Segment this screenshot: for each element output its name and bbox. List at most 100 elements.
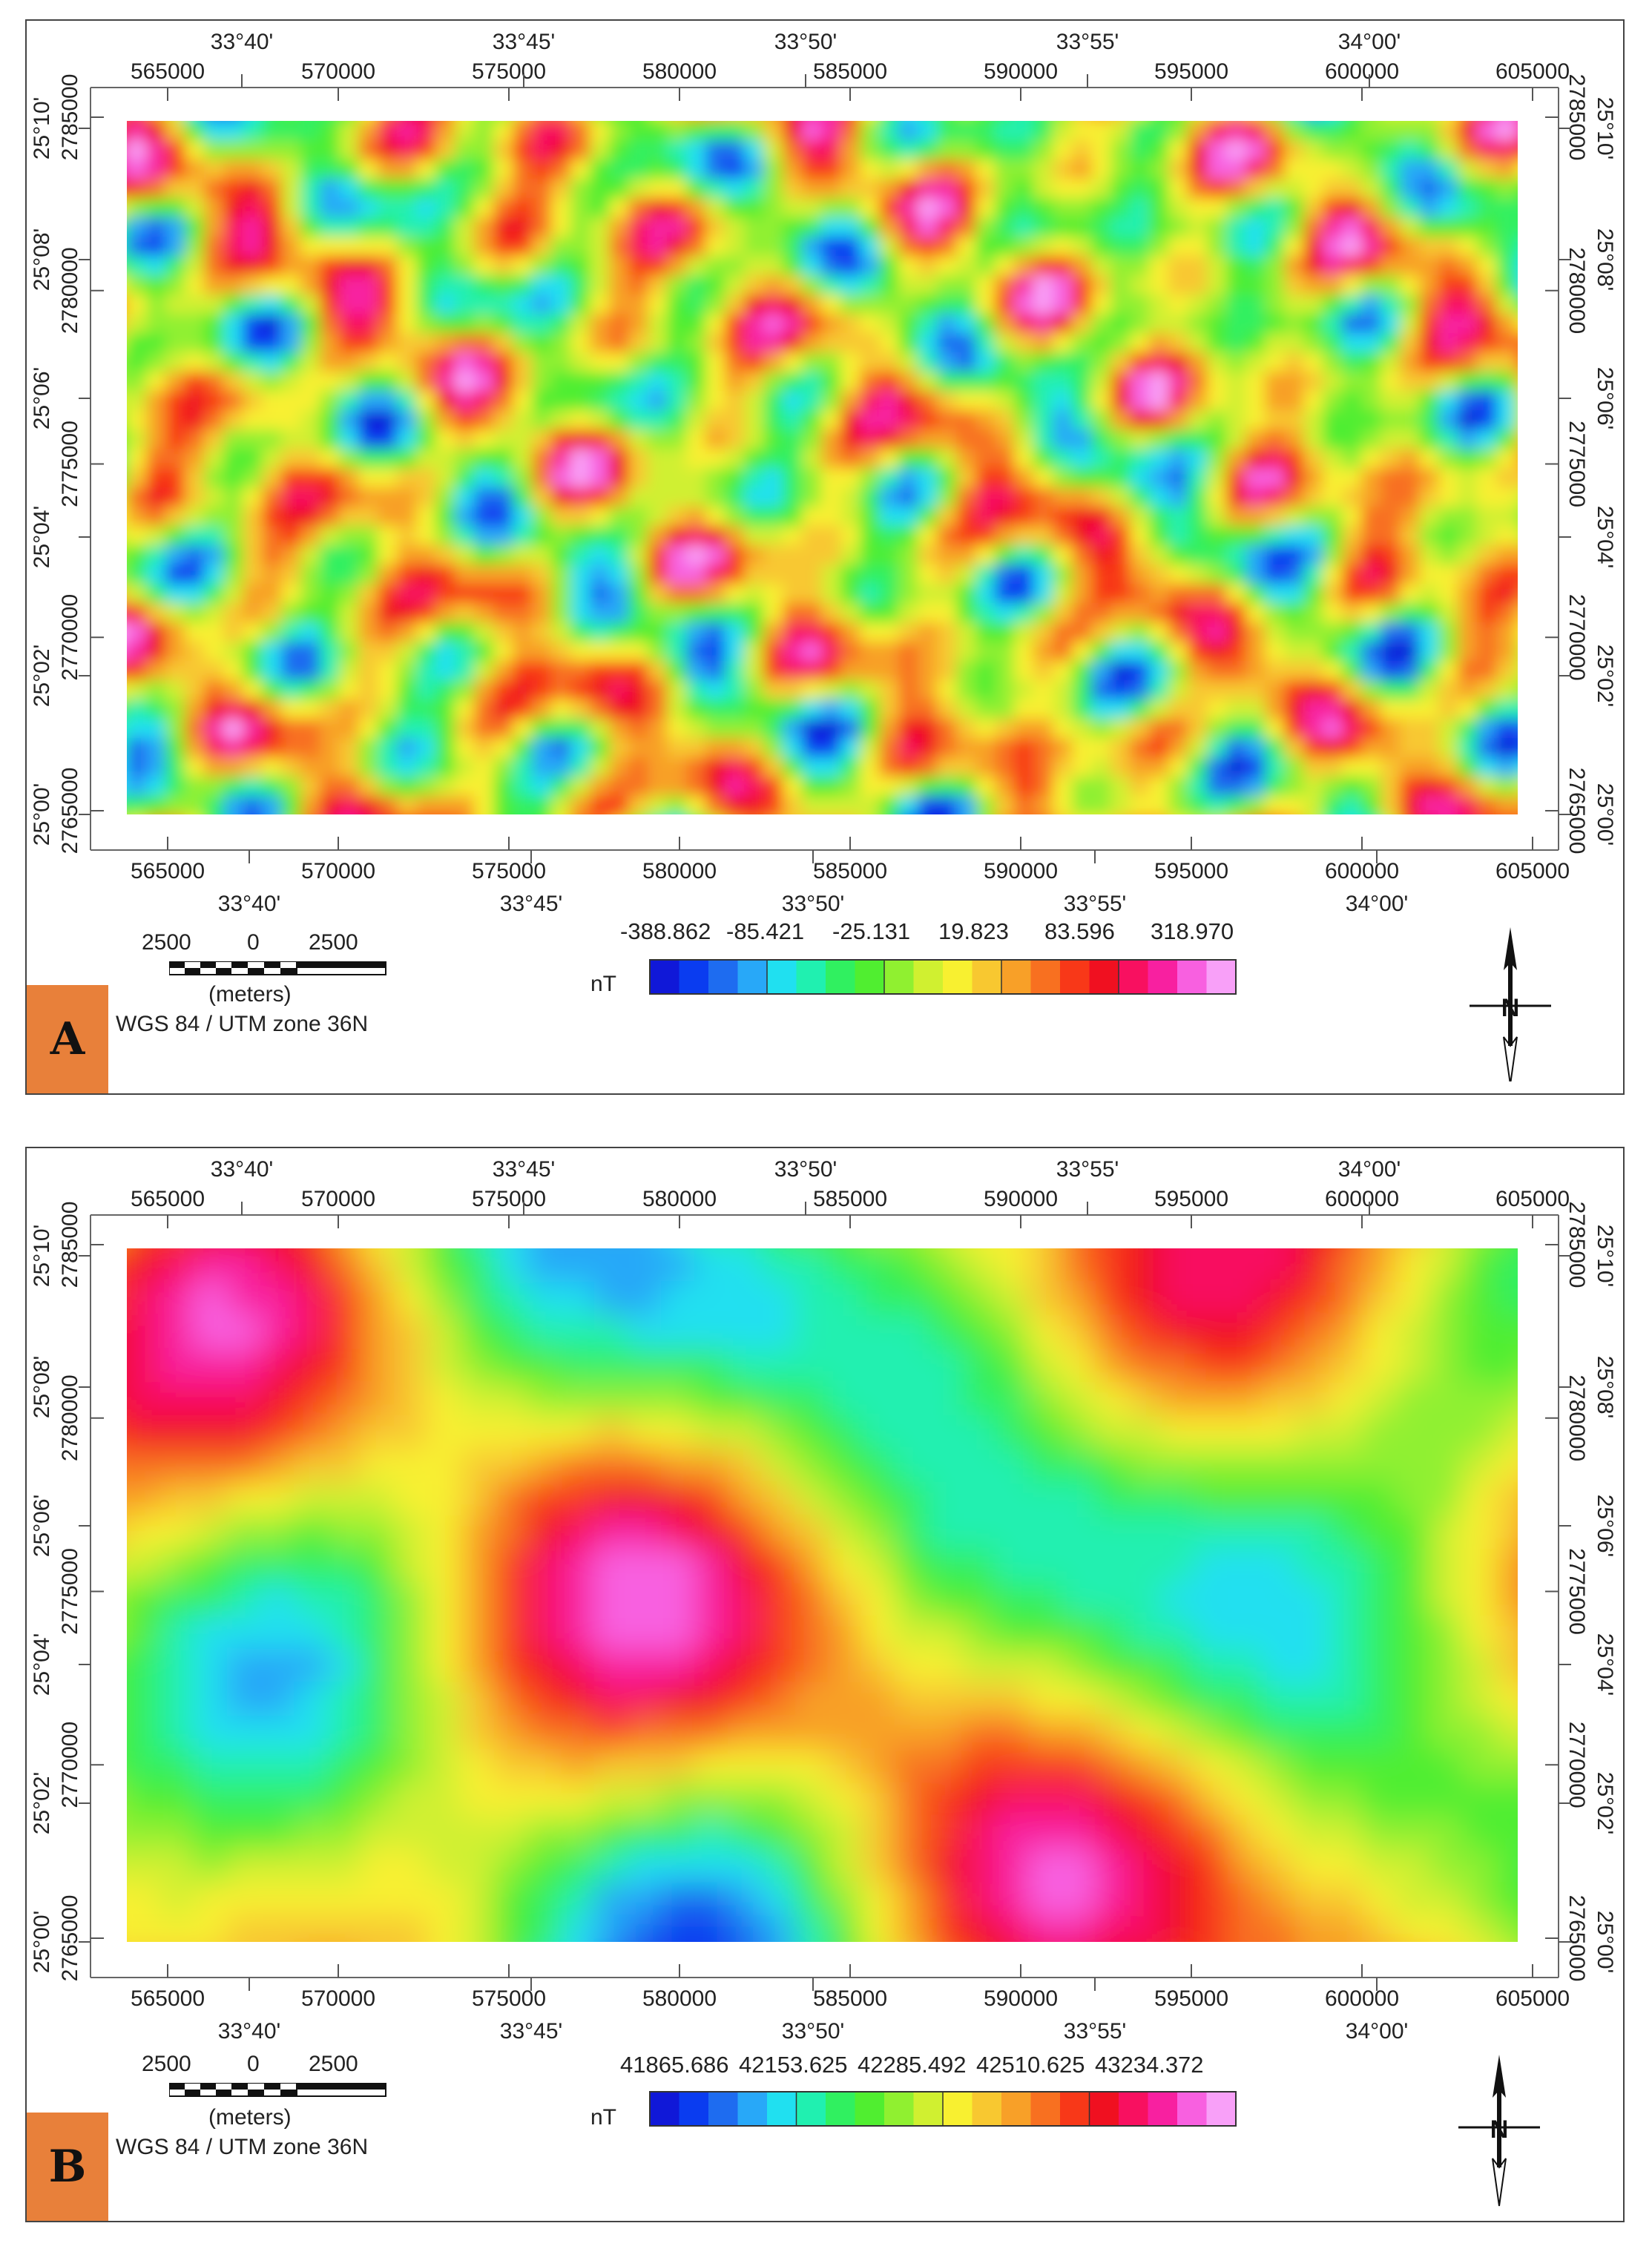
latitude-tick-label: 25°02' bbox=[1593, 645, 1617, 707]
longitude-tick-label: 33°55' bbox=[1064, 892, 1126, 916]
legend-swatch bbox=[913, 960, 944, 994]
northing-tick-label: 2785000 bbox=[1564, 1202, 1589, 1288]
longitude-tick-label: 33°45' bbox=[493, 1157, 555, 1182]
scale-mid-label: 0 bbox=[247, 2052, 260, 2076]
northing-tick-label: 2785000 bbox=[1564, 74, 1589, 161]
easting-tick-label: 600000 bbox=[1325, 1187, 1399, 1211]
legend-swatch bbox=[913, 2092, 944, 2126]
legend-swatch bbox=[796, 960, 826, 994]
latitude-tick-label: 25°06' bbox=[30, 367, 54, 429]
legend-value-label: 19.823 bbox=[938, 918, 1009, 944]
northing-tick-label: 2785000 bbox=[58, 1202, 82, 1288]
easting-tick-label: 575000 bbox=[472, 859, 546, 883]
legend-swatch bbox=[1119, 960, 1148, 994]
easting-tick-label: 600000 bbox=[1325, 59, 1399, 84]
northing-tick-label: 2765000 bbox=[58, 1895, 82, 1982]
latitude-tick-label: 25°08' bbox=[1593, 1356, 1617, 1418]
northing-tick-label: 2775000 bbox=[58, 421, 82, 507]
easting-tick-label: 565000 bbox=[131, 859, 205, 883]
easting-tick-label: 605000 bbox=[1495, 1187, 1570, 1211]
easting-tick-label: 565000 bbox=[131, 1187, 205, 1211]
legend-swatch bbox=[767, 960, 797, 994]
legend-swatch bbox=[679, 960, 709, 994]
scale-unit-label: (meters) bbox=[208, 2105, 292, 2130]
longitude-tick-label: 33°40' bbox=[211, 30, 273, 54]
legend-swatch bbox=[1177, 2092, 1207, 2126]
easting-tick-label: 595000 bbox=[1154, 1986, 1228, 2011]
latitude-tick-label: 25°06' bbox=[1593, 1495, 1617, 1557]
easting-tick-label: 595000 bbox=[1154, 859, 1228, 883]
latitude-tick-label: 25°04' bbox=[1593, 1633, 1617, 1696]
legend-swatch bbox=[1177, 960, 1207, 994]
northing-tick-label: 2775000 bbox=[58, 1548, 82, 1635]
legend-swatch bbox=[708, 2092, 738, 2126]
northing-tick-label: 2770000 bbox=[58, 594, 82, 681]
longitude-tick-label: 33°50' bbox=[782, 2019, 844, 2044]
legend-swatch bbox=[679, 2092, 709, 2126]
legend-swatch bbox=[826, 2092, 855, 2126]
panel-badge: A bbox=[27, 985, 108, 1093]
north-arrow-icon: N bbox=[1470, 927, 1551, 1081]
scale-left-label: 2500 bbox=[142, 2052, 191, 2076]
legend-unit-label: nT bbox=[590, 972, 617, 996]
legend-swatch bbox=[1060, 2092, 1090, 2126]
north-arrow-icon: N bbox=[1458, 2055, 1540, 2207]
longitude-tick-label: 34°00' bbox=[1346, 892, 1408, 916]
longitude-tick-label: 33°55' bbox=[1064, 2019, 1126, 2044]
longitude-tick-label: 33°40' bbox=[218, 892, 280, 916]
latitude-tick-label: 25°04' bbox=[30, 506, 54, 568]
legend-value-label: 318.970 bbox=[1151, 918, 1234, 944]
northing-tick-label: 2770000 bbox=[58, 1722, 82, 1808]
legend-value-label: 42285.492 bbox=[858, 2052, 967, 2078]
easting-tick-label: 590000 bbox=[984, 859, 1058, 883]
latitude-tick-label: 25°00' bbox=[1593, 783, 1617, 846]
northing-tick-label: 2765000 bbox=[1564, 768, 1589, 855]
easting-tick-label: 575000 bbox=[472, 59, 546, 84]
legend-swatch bbox=[1089, 2092, 1119, 2126]
easting-tick-label: 580000 bbox=[642, 859, 717, 883]
northing-tick-label: 2770000 bbox=[1564, 1722, 1589, 1808]
latitude-tick-label: 25°10' bbox=[1593, 1225, 1617, 1287]
latitude-tick-label: 25°04' bbox=[1593, 506, 1617, 568]
map-frame: 565000 570000 575000 580000 585000 590000 5950… bbox=[30, 30, 1617, 995]
longitude-tick-label: 33°45' bbox=[500, 2019, 562, 2044]
legend-value-label: 43234.372 bbox=[1095, 2052, 1204, 2078]
easting-tick-label: 605000 bbox=[1495, 859, 1570, 883]
legend-swatch bbox=[650, 960, 679, 994]
latitude-tick-label: 25°00' bbox=[1593, 1911, 1617, 1973]
scale-unit-label: (meters) bbox=[208, 982, 292, 1007]
latitude-tick-label: 25°04' bbox=[30, 1633, 54, 1696]
projection-label: WGS 84 / UTM zone 36N bbox=[116, 1012, 369, 1036]
latitude-tick-label: 25°00' bbox=[30, 783, 54, 846]
panel-badge: B bbox=[27, 2113, 108, 2221]
legend-swatch bbox=[972, 960, 1002, 994]
easting-tick-label: 605000 bbox=[1495, 59, 1570, 84]
northing-tick-label: 2785000 bbox=[58, 74, 82, 161]
longitude-tick-label: 33°55' bbox=[1056, 30, 1119, 54]
easting-tick-label: 570000 bbox=[301, 1986, 375, 2011]
legend-swatch bbox=[767, 2092, 797, 2126]
longitude-tick-label: 33°40' bbox=[211, 1157, 273, 1182]
legend-swatch bbox=[1148, 960, 1178, 994]
easting-tick-label: 575000 bbox=[472, 1187, 546, 1211]
scale-left-label: 2500 bbox=[142, 930, 191, 955]
latitude-tick-label: 25°10' bbox=[30, 1225, 54, 1287]
latitude-tick-label: 25°10' bbox=[30, 97, 54, 159]
easting-tick-label: 590000 bbox=[984, 59, 1058, 84]
legend-swatch bbox=[1030, 960, 1061, 994]
latitude-tick-label: 25°08' bbox=[30, 1356, 54, 1418]
latitude-tick-label: 25°08' bbox=[1593, 228, 1617, 291]
longitude-tick-label: 33°50' bbox=[774, 1157, 837, 1182]
map-panel-b: 565000 570000 575000 580000 585000 590000 5950… bbox=[25, 1147, 1625, 2222]
legend-swatch bbox=[943, 960, 973, 994]
easting-tick-label: 605000 bbox=[1495, 1986, 1570, 2011]
northing-tick-label: 2770000 bbox=[1564, 594, 1589, 681]
latitude-tick-label: 25°06' bbox=[1593, 367, 1617, 429]
northing-tick-label: 2780000 bbox=[1564, 1374, 1589, 1461]
legend-value-label: -25.131 bbox=[832, 918, 911, 944]
northing-tick-label: 2780000 bbox=[58, 1374, 82, 1461]
easting-tick-label: 565000 bbox=[131, 1986, 205, 2011]
legend-value-label: 83.596 bbox=[1044, 918, 1115, 944]
legend-swatch bbox=[884, 2092, 914, 2126]
legend-value-label: 42510.625 bbox=[976, 2052, 1085, 2078]
